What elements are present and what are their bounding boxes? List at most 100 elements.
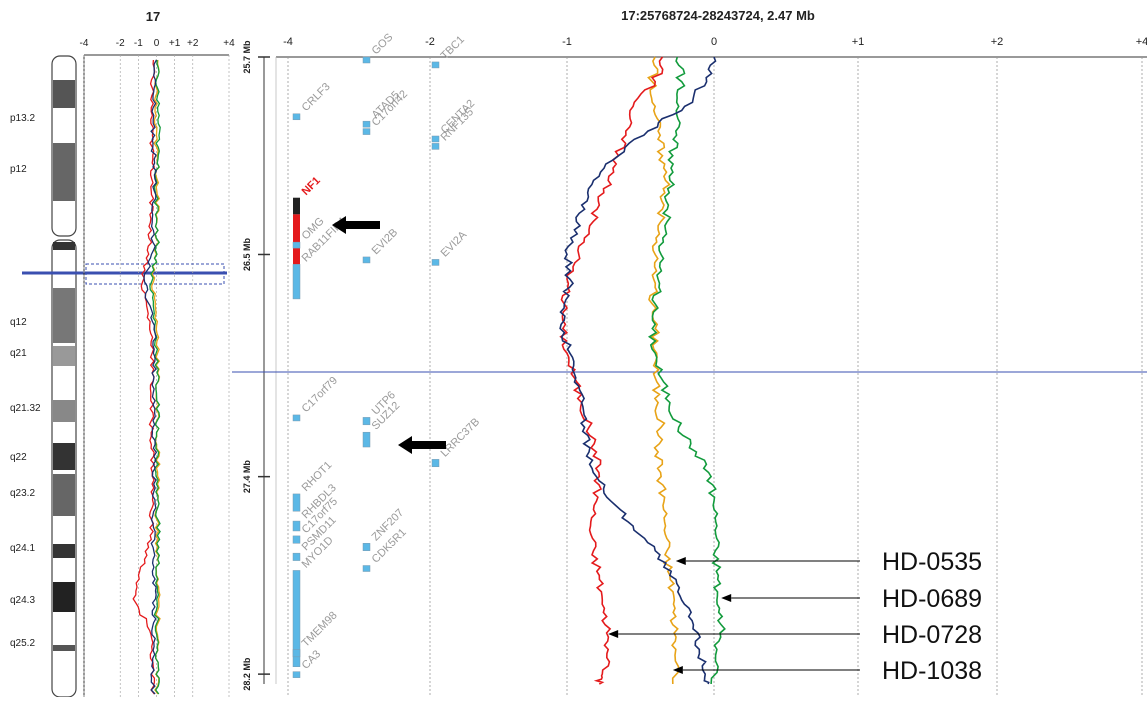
overview-zoom-box	[85, 263, 225, 285]
chromosome-band	[53, 474, 75, 516]
overview-tick-label: +2	[187, 38, 199, 49]
chromosome-title: 17	[146, 9, 160, 24]
gene-box	[431, 143, 440, 150]
chromosome-band	[53, 544, 75, 558]
gene-label: C17orf79	[300, 375, 340, 415]
detail-y-tick-label: 25.7 Mb	[242, 40, 252, 74]
detail-y-tick-label: 27.4 Mb	[242, 460, 252, 494]
gene-label: EVI2B	[370, 227, 401, 258]
gene-label: CRLF3	[300, 81, 333, 114]
series-line	[559, 56, 717, 685]
detail-tick-label: 0	[711, 36, 717, 48]
gene-box	[292, 414, 301, 422]
sample-callouts: HD-0535 HD-0689 HD-0728 HD-1038	[608, 548, 982, 685]
band-label: q24.3	[10, 595, 35, 606]
gene-box	[292, 552, 301, 561]
gene-box	[431, 259, 440, 266]
gene-box	[292, 570, 301, 667]
gene-box	[431, 61, 440, 69]
detail-tick-label: +2	[991, 36, 1004, 48]
gene-box	[292, 535, 301, 544]
detail-tick-label: -4	[283, 36, 293, 48]
band-labels: p13.2 p12 q12 q21 q21.32 q22 q23.2 q24.1 q24.3 q2…	[10, 113, 41, 649]
band-label: q24.1	[10, 543, 35, 554]
band-label: q21.32	[10, 403, 41, 414]
gene-box-nf1	[293, 214, 300, 265]
detail-tick-label: +4	[1136, 36, 1147, 48]
detail-y-tick-label: 26.5 Mb	[242, 237, 252, 271]
gene-box	[362, 417, 371, 426]
overview-panel: -4 -2 -1 0 +1 +2 +4	[80, 38, 235, 697]
overview-tick-label: +4	[223, 38, 235, 49]
gene-box	[292, 264, 301, 300]
callout-arrowhead	[672, 666, 683, 674]
gene-label: TBC1	[439, 34, 467, 62]
gene-box	[431, 135, 440, 143]
callout-arrowhead	[721, 594, 732, 602]
gene-box	[292, 113, 301, 121]
overview-tick-label: -2	[116, 38, 125, 49]
band-label: q22	[10, 452, 27, 463]
series-line	[647, 56, 726, 685]
gene-label: CA3	[300, 648, 324, 672]
series-lines	[559, 56, 726, 685]
band-label: q12	[10, 317, 27, 328]
callout-label: HD-1038	[882, 657, 982, 685]
detail-tick-label: +1	[852, 36, 865, 48]
overview-tick-label: -4	[80, 38, 89, 49]
callout-label: HD-0689	[882, 585, 982, 613]
detail-y-tick-label: 28.2 Mb	[242, 657, 252, 691]
gene-box	[362, 543, 371, 551]
chromosome-band	[53, 288, 75, 343]
gene-box	[431, 459, 440, 468]
band-label: p13.2	[10, 113, 35, 124]
overview-series-line	[149, 60, 161, 695]
chromosome-band	[53, 443, 75, 470]
chromosome-band	[53, 400, 75, 422]
band-label: p12	[10, 164, 27, 175]
gene-box	[292, 649, 301, 658]
chromosome-band	[53, 143, 75, 201]
series-line	[559, 56, 664, 685]
gene-box	[362, 256, 371, 264]
overview-tick-label: -1	[134, 38, 143, 49]
chromosome-band	[53, 80, 75, 108]
band-label: q21	[10, 348, 27, 359]
overview-tick-label: 0	[154, 38, 160, 49]
gene-box	[292, 493, 301, 512]
chromosome-band	[53, 645, 75, 651]
gene-label: NF1	[300, 175, 323, 198]
gene-box-nf1-start	[293, 197, 300, 215]
callout-arrowhead	[675, 557, 686, 565]
band-label: q25.2	[10, 638, 35, 649]
callout-arrowhead	[608, 630, 619, 638]
gene-label: LRRC37B	[439, 416, 483, 460]
nf1-arrow	[332, 216, 380, 234]
gene-box	[292, 241, 301, 249]
callout-label: HD-0535	[882, 548, 982, 576]
gene-box	[292, 671, 301, 678]
callout-label: HD-0728	[882, 621, 982, 649]
chromosome-band	[53, 242, 75, 250]
detail-tick-label: -1	[562, 36, 572, 48]
series-line	[647, 56, 680, 685]
overview-series-line	[143, 59, 158, 695]
gene-label: EVI2A	[439, 229, 470, 260]
gene-label: GOS	[370, 31, 396, 57]
band-label: q23.2	[10, 488, 35, 499]
chromosome-band	[53, 582, 75, 612]
gene-box	[292, 520, 301, 532]
region-title: 17:25768724-28243724, 2.47 Mb	[621, 8, 815, 23]
gene-box	[362, 565, 371, 572]
gene-box	[362, 56, 371, 64]
gene-box	[362, 120, 371, 128]
gene-label: TMEM98	[300, 610, 340, 650]
chromosome-ideogram	[22, 55, 227, 698]
overview-series-line	[132, 59, 156, 695]
detail-panel: -4 -2 -1 0 +1 +2 +4 25.7 Mb 26.5 Mb 27.4 Mb 28.2 M…	[232, 36, 1147, 697]
gene-box	[362, 128, 371, 135]
detail-tick-label: -2	[425, 36, 435, 48]
chromosome-band	[53, 346, 75, 366]
gene-box	[362, 431, 371, 448]
